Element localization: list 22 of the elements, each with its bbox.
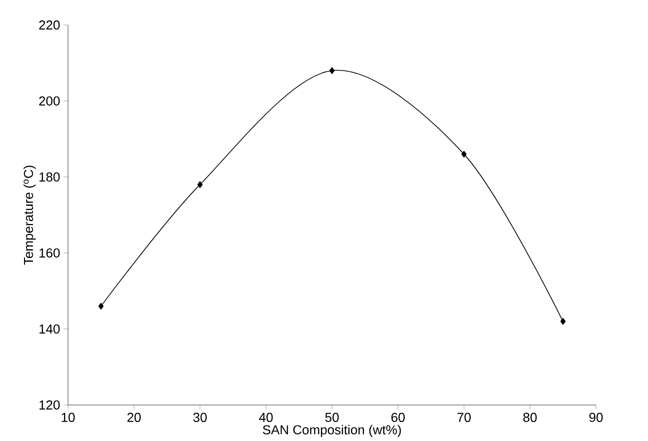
x-tick-label: 50 [325,412,339,422]
x-tick-label: 80 [523,412,537,422]
y-tick-label: 200 [39,96,60,106]
point [329,67,335,74]
point [197,181,203,188]
x-tick-label: 20 [127,412,141,422]
point [560,318,566,325]
y-tick-label: 120 [40,400,60,410]
y-axis-title: Temperature ($^{o}$C) [24,166,36,265]
x-tick-label: 40 [259,412,273,422]
x-tick-label: 70 [457,412,471,422]
y-tick-label: 140 [40,324,60,334]
point [98,302,104,310]
x-axis-title: SAN Composition (wt%) [262,424,401,437]
y-tick-label: 220 [39,20,60,30]
x-tick-label: 90 [589,412,603,422]
x-tick-label: 10 [62,412,75,422]
x-tick-label: 30 [193,412,207,422]
y-tick-label: 160 [40,248,60,258]
y-tick-label: 180 [40,172,60,182]
point [461,150,467,158]
x-tick-label: 60 [391,412,405,422]
